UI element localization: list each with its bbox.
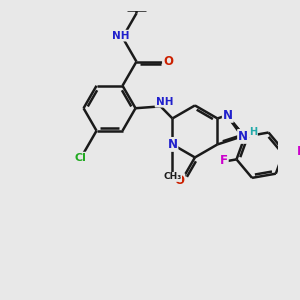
Text: N: N <box>223 109 233 122</box>
Text: CH₃: CH₃ <box>163 172 182 182</box>
Text: O: O <box>174 174 184 187</box>
Text: N: N <box>167 138 177 151</box>
Text: N: N <box>238 130 248 143</box>
Text: NH: NH <box>112 31 129 40</box>
Text: F: F <box>220 154 228 167</box>
Text: H: H <box>249 127 257 137</box>
Text: O: O <box>163 55 173 68</box>
Text: NH: NH <box>155 97 173 107</box>
Text: F: F <box>296 145 300 158</box>
Text: Cl: Cl <box>75 153 87 163</box>
